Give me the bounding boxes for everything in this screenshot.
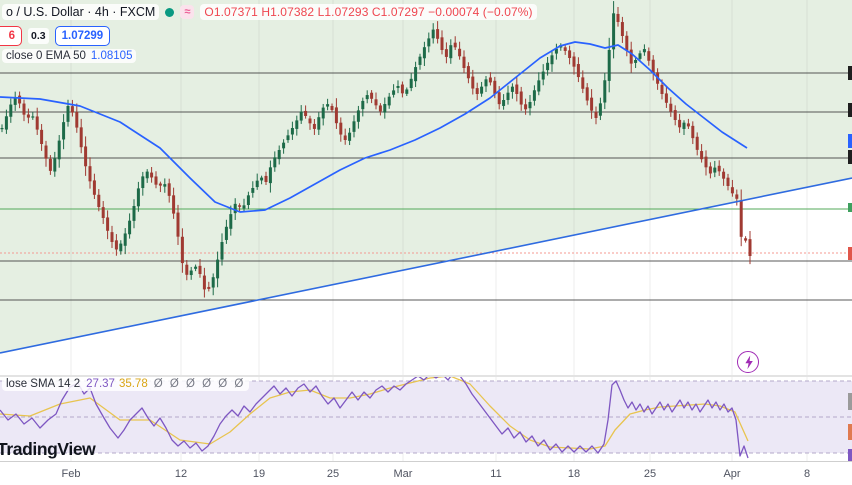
price-label-fragment [848,449,852,461]
market-status-icon[interactable] [165,7,175,17]
time-axis-label: Feb [61,468,81,480]
symbol-legend-row: o / U.S. Dollar · 4h · FXCM ≈ O1.07371 H… [2,4,537,20]
time-axis-label: 25 [643,468,657,480]
tradingview-logo[interactable]: TradingView [0,439,96,459]
time-axis[interactable]: Feb 12 19 25 Mar 11 18 25 Apr 8 [0,462,852,485]
price-label-fragment [848,150,852,164]
time-axis-label: 12 [174,468,188,480]
rsi-sma-value: 35.78 [118,378,148,390]
time-axis-label: 19 [252,468,266,480]
time-axis-label: Apr [723,468,741,480]
rsi-legend: lose SMA 14 2 27.37 35.78 Ø Ø Ø Ø Ø Ø [2,377,250,391]
approx-chip-icon[interactable]: ≈ [180,5,195,19]
lightning-badge-button[interactable] [737,351,759,373]
rsi-legend-label: lose SMA 14 2 [6,378,81,390]
ema-legend-row[interactable]: close 0 EMA 50 1.08105 [2,49,137,63]
pane-separator[interactable] [0,375,852,377]
price-label-fragment [848,424,852,440]
ema-legend-label: close 0 EMA 50 [6,50,86,62]
sell-button[interactable]: 6 [0,26,22,46]
rsi-value: 27.37 [86,378,115,390]
trade-buttons-row: 6 0.3 1.07299 [0,26,111,46]
time-axis-label: 11 [490,468,502,480]
time-axis-label: 25 [326,468,340,480]
rsi-hidden-values: Ø Ø Ø Ø Ø Ø [153,378,246,390]
spread-value: 0.3 [28,28,49,44]
price-label-fragment [848,203,852,212]
time-axis-separator [0,461,852,462]
price-label-fragment [848,103,852,117]
price-label-fragment [848,247,852,260]
ema-legend: close 0 EMA 50 1.08105 [2,49,137,63]
time-axis-label: Mar [393,468,413,480]
ema-legend-value: 1.08105 [90,50,133,62]
symbol-title[interactable]: o / U.S. Dollar · 4h · FXCM [2,4,160,20]
price-label-fragment [848,393,852,410]
time-axis-label: 18 [567,468,581,480]
rsi-legend-row[interactable]: lose SMA 14 2 27.37 35.78 Ø Ø Ø Ø Ø Ø [2,377,250,391]
price-label-fragment [848,134,852,148]
ohlc-values: O1.07371 H1.07382 L1.07293 C1.07297 −0.0… [200,4,537,20]
rsi-indicator-pane[interactable] [0,377,852,461]
time-axis-label: 8 [803,468,811,480]
price-label-fragment [848,66,852,80]
buy-button[interactable]: 1.07299 [54,26,111,46]
price-chart-pane[interactable] [0,0,852,377]
lightning-icon [744,355,753,370]
